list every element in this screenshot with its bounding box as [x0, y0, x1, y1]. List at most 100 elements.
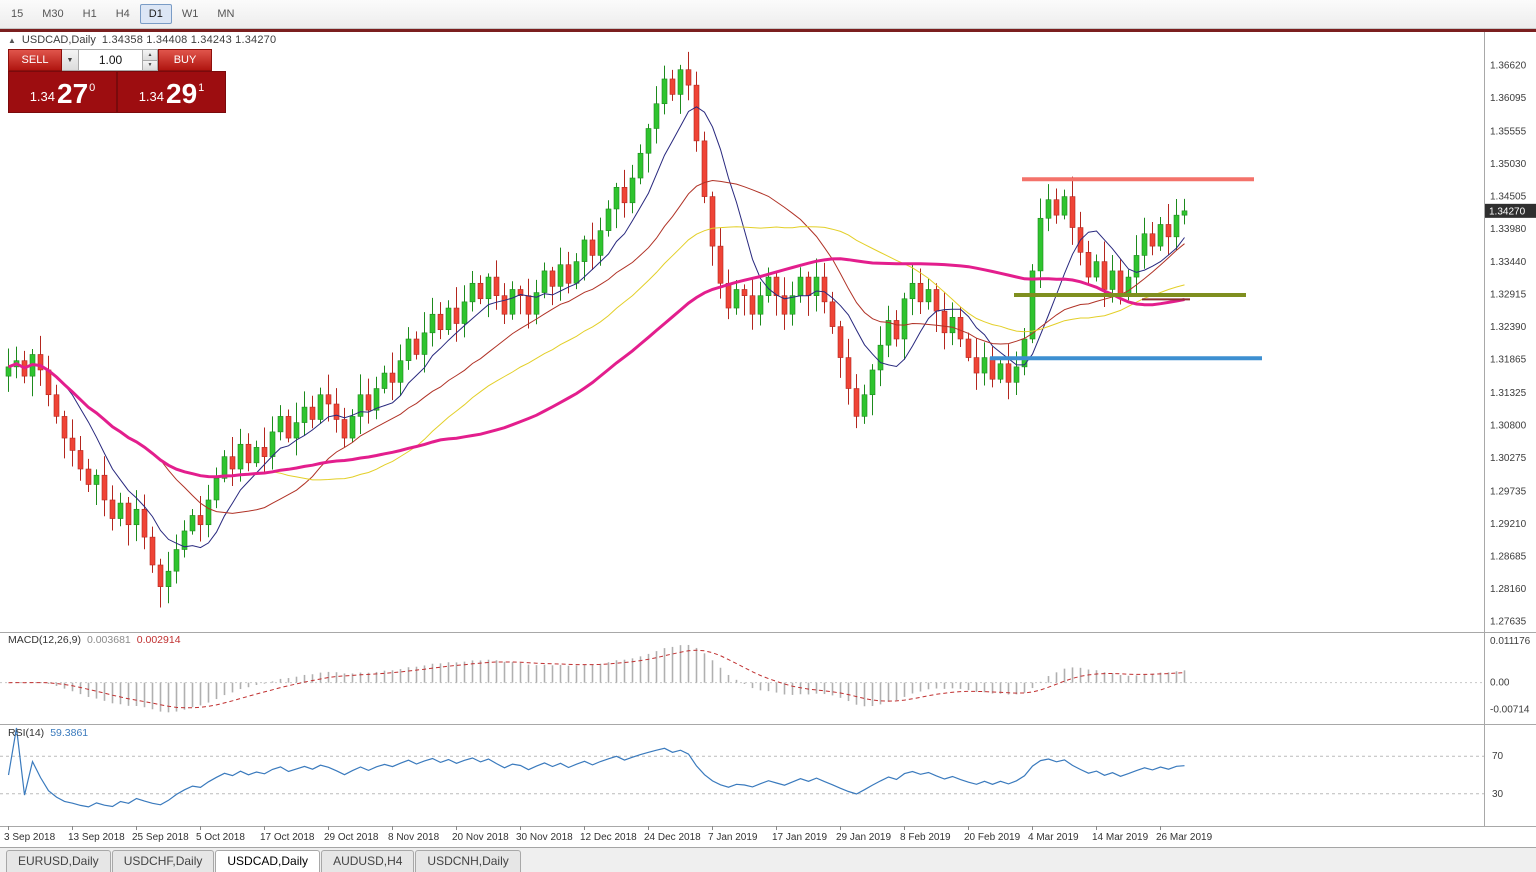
date-tick-label: 17 Oct 2018 [260, 832, 315, 843]
date-tick-label: 8 Nov 2018 [388, 832, 440, 843]
volume-input[interactable] [79, 49, 143, 71]
price-tick-label: 1.30800 [1490, 421, 1527, 432]
moving-averages-layer [7, 106, 1185, 549]
date-tick-label: 29 Jan 2019 [836, 832, 891, 843]
chart-tab-usdchf-daily[interactable]: USDCHF,Daily [111, 850, 215, 872]
volume-increase-icon[interactable]: ▲ [143, 49, 158, 61]
price-tick-label: 1.31325 [1490, 388, 1527, 399]
date-tick-label: 20 Feb 2019 [964, 832, 1021, 843]
timeframe-button-15[interactable]: 15 [11, 8, 24, 20]
collapse-triangle-icon[interactable]: ▲ [8, 35, 16, 45]
rsi-panel-layer: 70 30 [0, 727, 1504, 808]
buy-price-point: 1 [198, 82, 205, 94]
volume-dropdown-icon[interactable]: ▼ [62, 49, 79, 71]
date-tick-label: 7 Jan 2019 [708, 832, 758, 843]
date-tick-label: 24 Dec 2018 [644, 832, 701, 843]
macd-signal-value: 0.002914 [136, 634, 181, 646]
timeframe-button-H1[interactable]: H1 [82, 8, 97, 20]
date-tick-label: 29 Oct 2018 [324, 832, 379, 843]
date-tick-label: 5 Oct 2018 [196, 832, 245, 843]
buy-price-pips: 29 [166, 78, 198, 109]
rsi-scale-lower: 30 [1492, 789, 1504, 800]
price-tick-label: 1.33440 [1490, 257, 1527, 268]
volume-spinner: ▲ ▼ [143, 49, 158, 71]
date-tick-label: 25 Sep 2018 [132, 832, 189, 843]
date-tick-label: 3 Sep 2018 [4, 832, 56, 843]
price-tick-label: 1.36620 [1490, 60, 1527, 71]
price-tick-label: 1.32390 [1490, 322, 1527, 333]
ma-mid-darkred [8, 179, 1185, 514]
date-tick-label: 26 Mar 2019 [1156, 832, 1213, 843]
price-tick-label: 1.28160 [1490, 584, 1527, 595]
price-tick-label: 1.29735 [1490, 487, 1527, 498]
date-tick-label: 30 Nov 2018 [516, 832, 573, 843]
macd-signal-line [8, 649, 1185, 709]
chart-tab-usdcad-daily[interactable]: USDCAD,Daily [215, 850, 321, 872]
rsi-name: RSI(14) [8, 727, 45, 739]
buy-price-figure: 1.34 [138, 89, 165, 104]
macd-panel-layer: 0.011176 0.00 -0.00714 [0, 636, 1531, 715]
date-tick-label: 20 Nov 2018 [452, 832, 509, 843]
sell-price-pips: 27 [57, 78, 89, 109]
price-tick-label: 1.33980 [1490, 224, 1527, 235]
price-tick-label: 1.36095 [1490, 93, 1527, 104]
date-tick-label: 8 Feb 2019 [900, 832, 951, 843]
candles-layer [5, 51, 1188, 608]
timeframe-button-H4[interactable]: H4 [115, 8, 130, 20]
timeframe-toolbar: 15 M30 H1 H4 D1 W1 MN [0, 0, 1536, 29]
sell-button[interactable]: SELL [8, 49, 62, 71]
sell-price-point: 0 [89, 82, 96, 94]
price-tick-label: 1.30275 [1490, 453, 1527, 464]
horizontal-lines-layer [990, 177, 1262, 361]
macd-scale-bottom: -0.00714 [1490, 704, 1530, 715]
price-tick-label: 1.34505 [1490, 191, 1527, 202]
macd-main-value: 0.003681 [86, 634, 131, 646]
sell-price-figure: 1.34 [29, 89, 56, 104]
chart-ohlc-values: 1.34358 1.34408 1.34243 1.34270 [101, 34, 277, 46]
chart-tab-usdcnh-daily[interactable]: USDCNH,Daily [415, 850, 521, 872]
chart-window-top-border [0, 29, 1536, 32]
chart-symbol-title: USDCAD,Daily [21, 34, 96, 46]
price-chart-canvas[interactable]: 1.36620 1.36095 1.35555 1.35030 1.34505 1.339… [0, 0, 1536, 848]
price-tick-label: 1.27635 [1490, 617, 1527, 628]
price-tick-label: 1.31865 [1490, 355, 1527, 366]
panel-separators [0, 30, 1536, 827]
price-scale: 1.36620 1.36095 1.35555 1.35030 1.34505 1.339… [1485, 60, 1536, 628]
date-axis: 3 Sep 2018 13 Sep 2018 25 Sep 2018 5 Oct 20… [4, 826, 1213, 843]
price-divider [116, 72, 118, 112]
rsi-indicator-label: RSI(14) 59.3861 [8, 727, 88, 739]
current-price-badge [1485, 203, 1536, 218]
chart-header: ▲ USDCAD,Daily 1.34358 1.34408 1.34243 1… [8, 34, 276, 46]
one-click-trading-panel: SELL ▼ ▲ ▼ BUY 1.34 27 0 1.34 29 1 [8, 49, 226, 113]
sell-price-display[interactable]: 1.34 27 0 [9, 72, 116, 112]
price-tick-label: 1.32915 [1490, 290, 1527, 301]
timeframe-button-MN[interactable]: MN [217, 8, 235, 20]
macd-indicator-label: MACD(12,26,9) 0.003681 0.002914 [8, 634, 181, 646]
chart-tab-audusd-h4[interactable]: AUDUSD,H4 [321, 850, 415, 872]
macd-scale-top: 0.011176 [1490, 636, 1531, 647]
chart-tab-eurusd-daily[interactable]: EURUSD,Daily [6, 850, 111, 872]
timeframe-button-M30[interactable]: M30 [42, 8, 64, 20]
date-tick-label: 4 Mar 2019 [1028, 832, 1079, 843]
timeframe-button-D1[interactable]: D1 [139, 4, 172, 24]
date-tick-label: 14 Mar 2019 [1092, 832, 1149, 843]
buy-button[interactable]: BUY [158, 49, 212, 71]
ma-fast-navy [8, 106, 1185, 549]
trade-controls-row: SELL ▼ ▲ ▼ BUY [8, 49, 226, 71]
buy-price-display[interactable]: 1.34 29 1 [118, 72, 225, 112]
price-tick-label: 1.35030 [1490, 159, 1527, 170]
date-tick-label: 17 Jan 2019 [772, 832, 827, 843]
volume-decrease-icon[interactable]: ▼ [143, 60, 158, 71]
price-tick-label: 1.28685 [1490, 552, 1527, 563]
chart-tab-bar: EURUSD,Daily USDCHF,Daily USDCAD,Daily AUDU… [0, 847, 1536, 872]
date-tick-label: 12 Dec 2018 [580, 832, 637, 843]
timeframe-button-W1[interactable]: W1 [181, 8, 199, 20]
macd-name: MACD(12,26,9) [8, 634, 81, 646]
rsi-scale-upper: 70 [1492, 751, 1504, 762]
date-tick-label: 13 Sep 2018 [68, 832, 125, 843]
current-price-text: 1.34270 [1489, 206, 1526, 217]
rsi-value: 59.3861 [50, 727, 89, 739]
trade-prices-row: 1.34 27 0 1.34 29 1 [8, 71, 226, 113]
rsi-line [7, 727, 1185, 808]
